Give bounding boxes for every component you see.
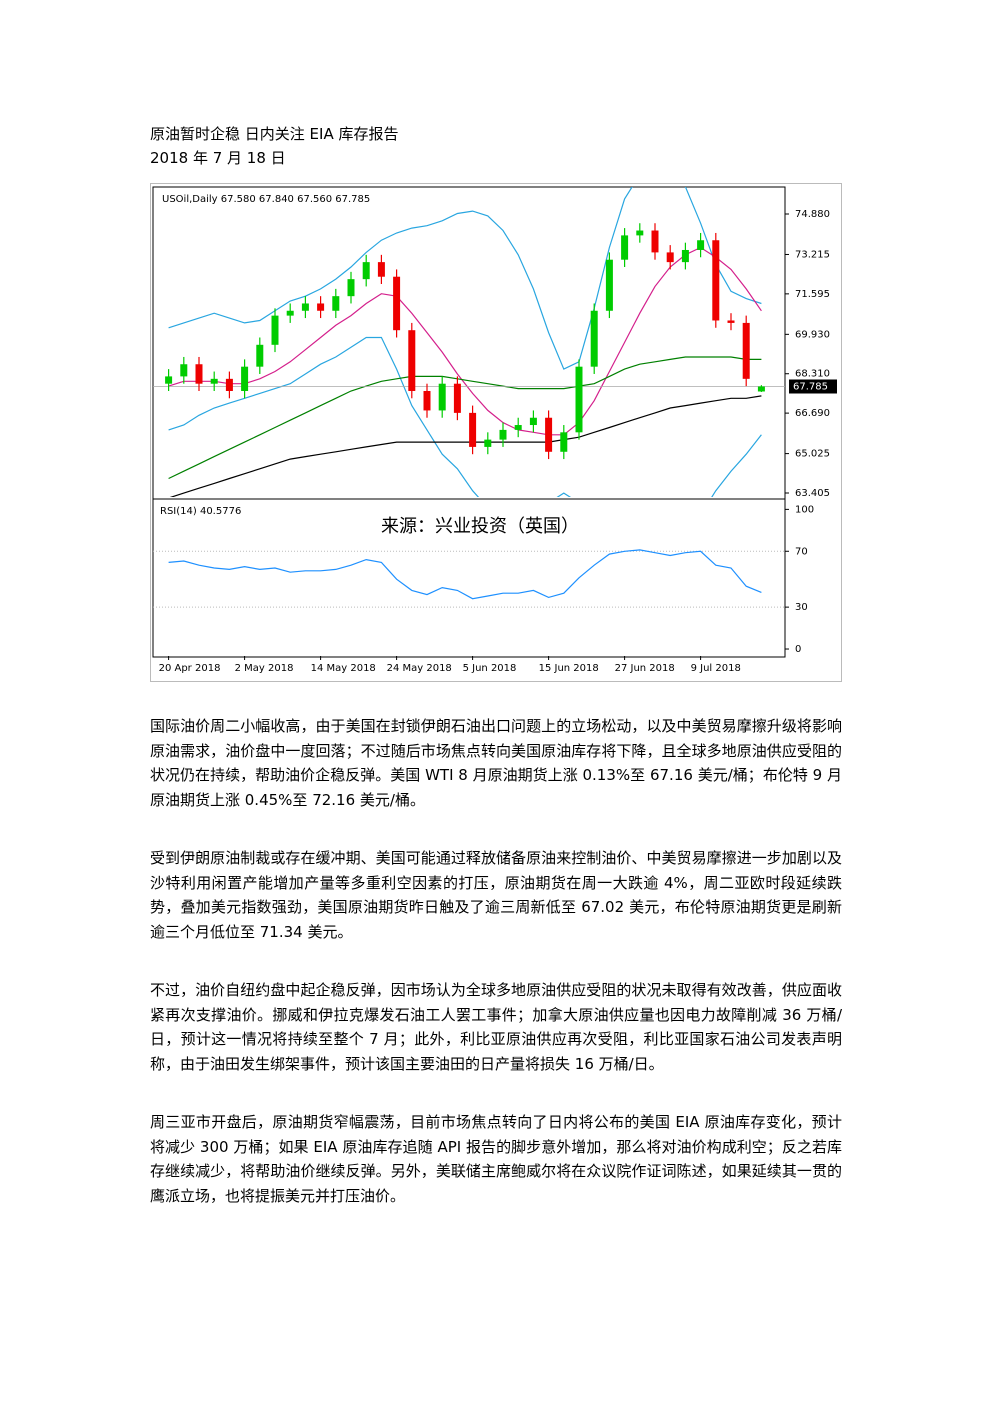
price-tag [789,379,837,394]
overlay-line [168,246,762,436]
candle-body [210,378,218,384]
candle-body [697,240,705,250]
candle-body [621,235,629,260]
price-panel [153,187,785,497]
y-tick-label: 65.025 [795,449,830,460]
y-tick-label: 73.215 [795,249,830,260]
rsi-panel [153,549,785,608]
candle-body [453,383,461,413]
candle-body [225,378,233,391]
candle-body [605,259,613,311]
candle-body [377,262,385,277]
y-tick-label: 70 [795,546,808,557]
y-tick-label: 71.595 [795,289,830,300]
rsi-line [168,549,762,600]
y-tick-label: 66.690 [795,408,830,419]
paragraph: 国际油价周二小幅收高，由于美国在封锁伊朗石油出口问题上的立场松动，以及中美贸易摩… [150,717,842,809]
candle-body [757,386,765,392]
y-tick-label: 0 [795,644,801,655]
candle-body [301,303,309,311]
y-tick-label: 68.310 [795,369,830,380]
candle-body [332,296,340,311]
body-text: 国际油价周二小幅收高，由于美国在封锁伊朗石油出口问题上的立场松动，以及中美贸易摩… [150,714,842,1242]
overlay-line [168,187,762,370]
candle-body [545,417,553,452]
x-tick-label: 5 Jun 2018 [463,663,517,674]
candle-body [256,344,264,367]
candle-body [514,425,522,430]
candle-body [408,330,416,391]
candle-body [347,279,355,297]
legend-text: USOil,Daily 67.580 67.840 67.560 67.785 [162,194,370,205]
price-tag-label: 67.785 [793,381,828,392]
x-tick-label: 9 Jul 2018 [691,663,741,674]
overlay-line [169,395,762,497]
y-tick-label: 100 [795,504,814,515]
header: 原油暂时企稳 日内关注 EIA 库存报告 2018 年 7 月 18 日 [150,122,398,170]
candle-body [666,252,674,263]
watermark: 来源：兴业投资（英国） [381,516,579,537]
candle-body [241,366,249,391]
candle-body [438,383,446,411]
candle-body [195,364,203,384]
candle-body [484,439,492,447]
candle-body [317,303,325,311]
x-tick-label: 24 May 2018 [387,663,452,674]
chart: USOil,Daily 67.580 67.840 67.560 67.785 … [150,183,842,682]
candle-body [499,429,507,440]
x-tick-label: 2 May 2018 [235,663,294,674]
x-tick-label: 27 Jun 2018 [615,663,675,674]
candle-body [727,320,735,323]
candle-body [742,322,750,379]
date: 2018 年 7 月 18 日 [150,149,286,167]
paragraph: 受到伊朗原油制裁或存在缓冲期、美国可能通过释放储备原油来控制油价、中美贸易摩擦进… [150,849,842,941]
candle-body [681,249,689,263]
title: 原油暂时企稳 日内关注 EIA 库存报告 [150,125,399,143]
candle-body [651,230,659,253]
candle-body [575,366,583,433]
y-tick-label: 74.880 [795,209,830,220]
candle-body [636,230,644,236]
x-tick-label: 14 May 2018 [311,663,376,674]
paragraph: 周三亚市开盘后，原油期货窄幅震荡，目前市场焦点转向了日内将公布的美国 EIA 原… [150,1113,842,1205]
rsi-label: RSI(14) 40.5776 [160,506,241,517]
plot-frame [152,186,786,658]
candle-body [590,310,598,367]
candle-body [423,390,431,411]
x-tick-label: 20 Apr 2018 [159,663,221,674]
overlay-line [168,336,762,497]
candle-body [362,262,370,280]
candle-body [393,276,401,331]
y-tick-label: 30 [795,602,808,613]
candle-body [271,315,279,345]
overlay-line [168,356,762,480]
candle-body [180,364,188,377]
candle-body [469,412,477,447]
candle-body [286,310,294,316]
candle-body [165,376,173,384]
candle-body [529,417,537,426]
candle-body [712,240,720,321]
candle-body [560,432,568,452]
paragraph: 不过，油价自纽约盘中起企稳反弹，因市场认为全球多地原油供应受阻的状况未取得有效改… [150,981,842,1073]
y-tick-label: 69.930 [795,329,830,340]
x-tick-label: 15 Jun 2018 [539,663,599,674]
y-tick-label: 63.405 [795,488,830,499]
